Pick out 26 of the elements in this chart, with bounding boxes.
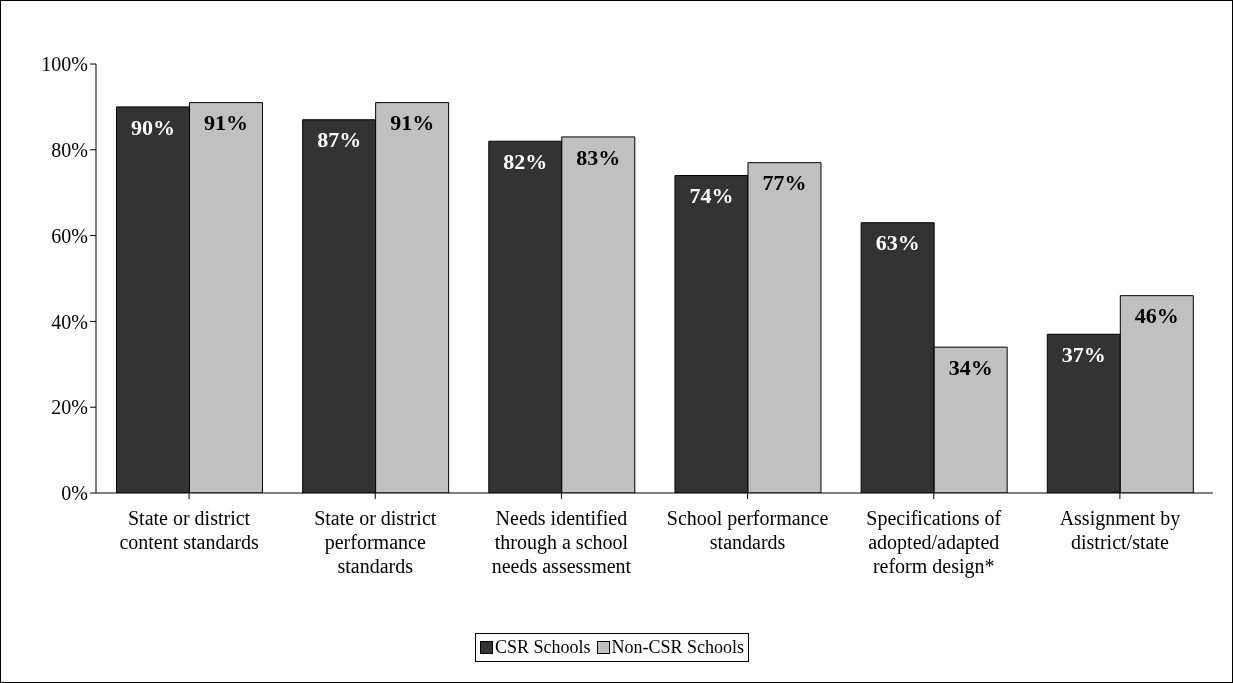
- x-tick-label: Specifications of adopted/adapted reform design*: [866, 507, 1002, 578]
- y-tick-label: 100%: [41, 53, 88, 76]
- data-label: 90%: [130, 114, 175, 140]
- data-label: 77%: [762, 170, 807, 196]
- data-label: 46%: [1134, 303, 1179, 329]
- data-label: 87%: [317, 127, 362, 153]
- x-tick-label: School performance standards: [666, 507, 829, 553]
- data-label: 91%: [390, 110, 435, 136]
- y-tick-label: 40%: [51, 310, 88, 333]
- data-label: 91%: [203, 110, 248, 136]
- y-tick-label: 60%: [51, 224, 88, 247]
- x-tick-label: State or district performance standards: [314, 507, 437, 577]
- data-label: 82%: [503, 148, 548, 174]
- legend-label: Non-CSR Schools: [610, 637, 745, 658]
- data-label: 37%: [1061, 341, 1106, 367]
- y-tick-label: 0%: [61, 482, 88, 505]
- data-label: 74%: [689, 183, 734, 209]
- y-tick-label: 20%: [51, 396, 88, 419]
- legend-label: CSR Schools: [493, 637, 591, 658]
- x-tick-label: Assignment by district/state: [1059, 507, 1181, 553]
- data-label: 83%: [576, 144, 621, 170]
- x-tick-label: State or district content standards: [119, 507, 259, 553]
- data-label: 34%: [948, 354, 993, 380]
- x-tick-label: Needs identified through a school needs assessment: [491, 507, 632, 577]
- data-label: 63%: [875, 230, 920, 256]
- y-tick-label: 80%: [51, 138, 88, 161]
